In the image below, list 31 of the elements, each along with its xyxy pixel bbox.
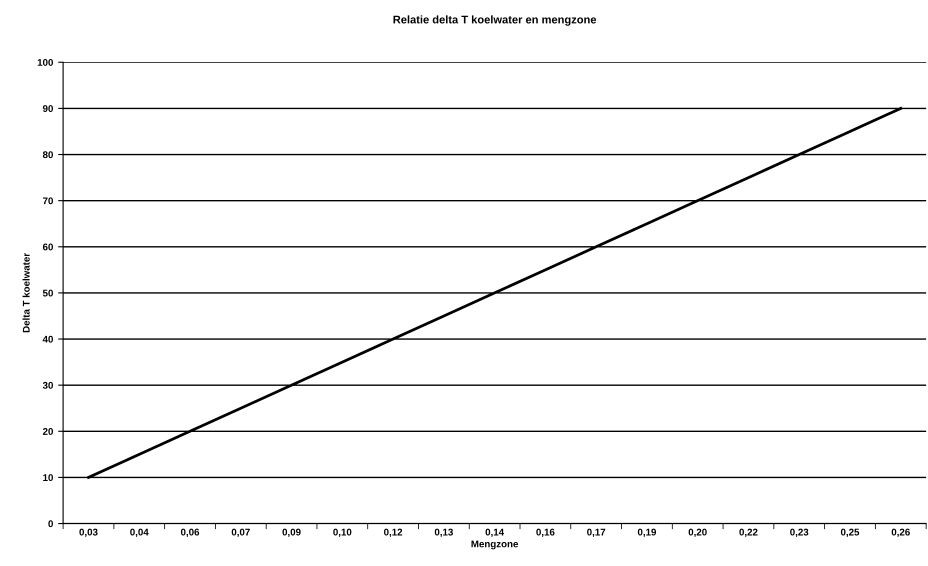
x-tick-label: 0,19: [638, 528, 656, 537]
y-tick-label: 40: [42, 336, 53, 343]
x-tick-label: 0,03: [79, 528, 98, 537]
y-tick-label: 90: [42, 105, 53, 112]
x-tick-label: 0,17: [587, 528, 606, 537]
x-tick-label: 0,10: [333, 528, 352, 537]
x-tick-label: 0,07: [232, 528, 250, 537]
x-tick-label: 0,06: [180, 528, 200, 537]
x-tick-label: 0,22: [739, 528, 758, 537]
y-tick-label: 0: [48, 520, 53, 528]
y-axis-title: Delta T koelwater: [22, 253, 30, 332]
y-tick-label: 50: [42, 290, 53, 297]
x-tick-label: 0,20: [688, 528, 707, 537]
y-tick-label: 60: [42, 244, 53, 250]
x-tick-label: 0,14: [486, 528, 504, 537]
y-tick-label: 70: [42, 197, 53, 204]
x-tick-label: 0,09: [282, 528, 301, 537]
x-tick-label: 0,04: [130, 528, 149, 537]
chart-title: Relatie delta T koelwater en mengzone: [393, 15, 596, 26]
x-axis-title: Mengzone: [472, 540, 518, 550]
y-tick-label: 20: [42, 428, 53, 435]
x-tick-label: 0,25: [840, 528, 860, 537]
y-tick-label: 30: [42, 382, 53, 389]
x-tick-label: 0,23: [790, 528, 808, 537]
y-tick-label: 10: [43, 474, 53, 482]
y-tick-label: 80: [42, 151, 53, 158]
x-tick-label: 0,12: [384, 528, 402, 537]
x-tick-label: 0,16: [536, 528, 554, 537]
x-tick-label: 0,26: [892, 528, 910, 537]
x-tick-label: 0,13: [434, 528, 453, 537]
y-tick-label: 100: [38, 58, 53, 66]
